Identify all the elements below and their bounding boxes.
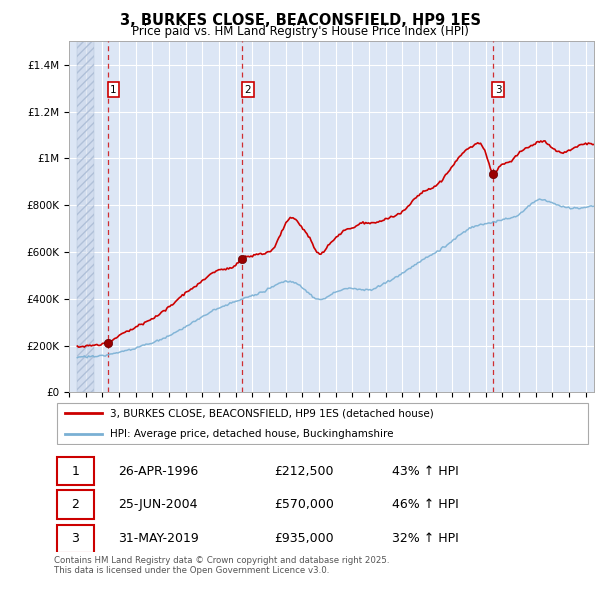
FancyBboxPatch shape: [56, 457, 94, 486]
Text: 25-JUN-2004: 25-JUN-2004: [118, 498, 198, 511]
Text: Contains HM Land Registry data © Crown copyright and database right 2025.
This d: Contains HM Land Registry data © Crown c…: [54, 556, 389, 575]
Text: Price paid vs. HM Land Registry's House Price Index (HPI): Price paid vs. HM Land Registry's House …: [131, 25, 469, 38]
FancyBboxPatch shape: [56, 490, 94, 519]
Text: 2: 2: [71, 498, 79, 511]
Bar: [77, 41, 94, 392]
Text: 2: 2: [244, 85, 251, 95]
Text: 3, BURKES CLOSE, BEACONSFIELD, HP9 1ES (detached house): 3, BURKES CLOSE, BEACONSFIELD, HP9 1ES (…: [110, 408, 434, 418]
Text: 26-APR-1996: 26-APR-1996: [118, 465, 199, 478]
Text: 1: 1: [71, 465, 79, 478]
Text: 46% ↑ HPI: 46% ↑ HPI: [392, 498, 459, 511]
Bar: [77, 41, 94, 392]
Text: 1: 1: [110, 85, 117, 95]
Text: 3: 3: [71, 532, 79, 545]
Text: 43% ↑ HPI: 43% ↑ HPI: [392, 465, 459, 478]
Text: 3, BURKES CLOSE, BEACONSFIELD, HP9 1ES: 3, BURKES CLOSE, BEACONSFIELD, HP9 1ES: [119, 13, 481, 28]
Text: 31-MAY-2019: 31-MAY-2019: [118, 532, 199, 545]
Text: £935,000: £935,000: [274, 532, 334, 545]
FancyBboxPatch shape: [56, 525, 94, 553]
Text: 32% ↑ HPI: 32% ↑ HPI: [392, 532, 459, 545]
Text: £570,000: £570,000: [274, 498, 334, 511]
Text: £212,500: £212,500: [274, 465, 334, 478]
Text: HPI: Average price, detached house, Buckinghamshire: HPI: Average price, detached house, Buck…: [110, 428, 394, 438]
Text: 3: 3: [495, 85, 502, 95]
FancyBboxPatch shape: [56, 403, 589, 444]
